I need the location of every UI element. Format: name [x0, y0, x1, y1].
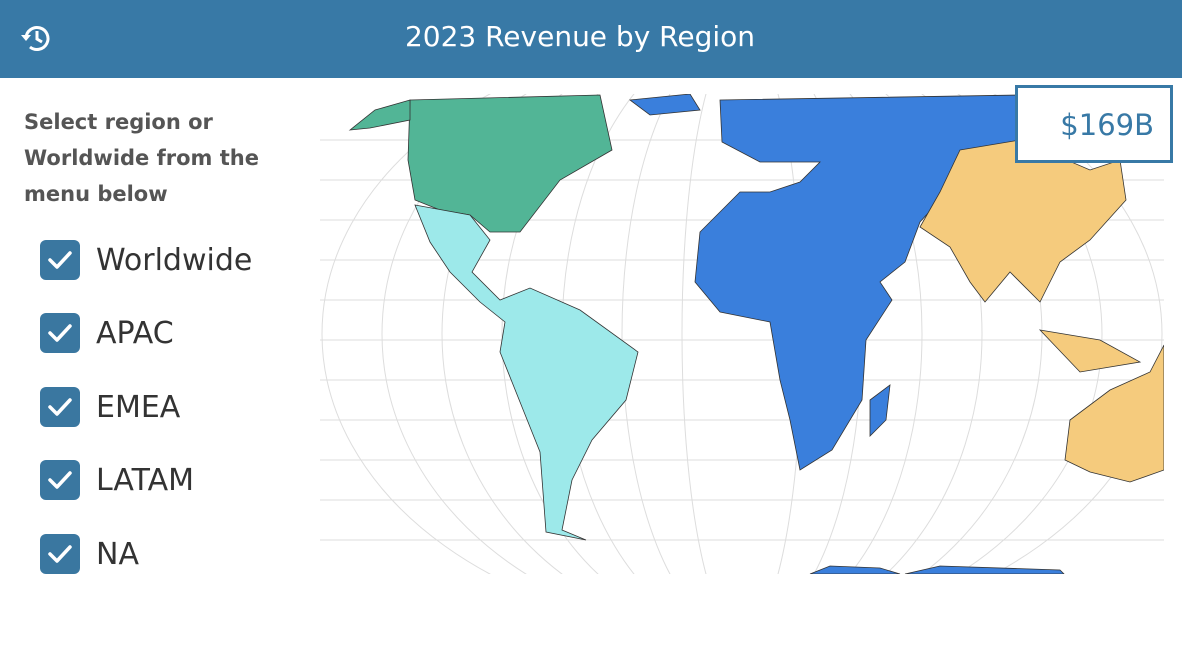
region-option[interactable]: Worldwide — [40, 240, 252, 280]
option-label: Worldwide — [96, 242, 253, 278]
region-option[interactable]: APAC — [40, 313, 174, 353]
checkbox[interactable] — [40, 534, 80, 574]
kpi-value: $169B — [1060, 108, 1154, 142]
checkbox[interactable] — [40, 387, 80, 427]
region-option[interactable]: NA — [40, 534, 139, 574]
option-label: APAC — [96, 315, 174, 351]
checkmark — [48, 324, 72, 342]
world-map — [320, 94, 1164, 574]
option-label: LATAM — [96, 462, 194, 498]
checkmark — [48, 398, 72, 416]
checkmark — [48, 471, 72, 489]
checkbox[interactable] — [40, 460, 80, 500]
region-option[interactable]: LATAM — [40, 460, 194, 500]
checkmark — [48, 545, 72, 563]
kpi-card: $169B — [1015, 85, 1173, 163]
checkmark — [48, 251, 72, 269]
checkbox[interactable] — [40, 240, 80, 280]
option-label: NA — [96, 536, 139, 572]
region-option[interactable]: EMEA — [40, 387, 180, 427]
checkbox[interactable] — [40, 313, 80, 353]
option-label: EMEA — [96, 389, 181, 425]
title: 2023 Revenue by Region — [404, 20, 756, 53]
history-icon[interactable] — [18, 20, 54, 56]
header: 2023 Revenue by Region — [0, 0, 1182, 78]
instruction: Select region or Worldwide from the menu… — [24, 110, 259, 206]
